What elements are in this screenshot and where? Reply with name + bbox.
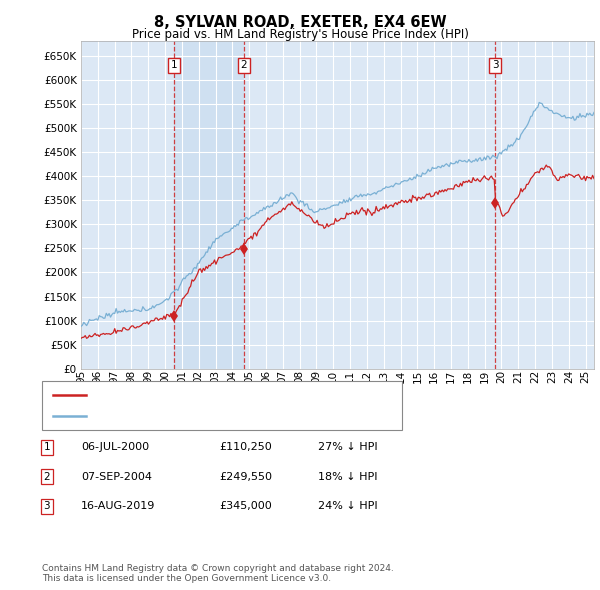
Text: 27% ↓ HPI: 27% ↓ HPI xyxy=(318,442,377,452)
Bar xyxy=(174,41,244,369)
Text: 24% ↓ HPI: 24% ↓ HPI xyxy=(318,502,377,511)
Text: 06-JUL-2000: 06-JUL-2000 xyxy=(81,442,149,452)
Text: 2: 2 xyxy=(43,472,50,481)
Text: 07-SEP-2004: 07-SEP-2004 xyxy=(81,472,152,481)
Text: 3: 3 xyxy=(492,60,499,70)
Text: £249,550: £249,550 xyxy=(219,472,272,481)
Text: 1: 1 xyxy=(43,442,50,452)
Text: 2: 2 xyxy=(241,60,247,70)
Text: £345,000: £345,000 xyxy=(219,502,272,511)
Text: £110,250: £110,250 xyxy=(219,442,272,452)
Text: 3: 3 xyxy=(43,502,50,511)
Text: Contains HM Land Registry data © Crown copyright and database right 2024.
This d: Contains HM Land Registry data © Crown c… xyxy=(42,563,394,583)
Text: 16-AUG-2019: 16-AUG-2019 xyxy=(81,502,155,511)
Text: HPI: Average price, detached house, Exeter: HPI: Average price, detached house, Exet… xyxy=(93,411,319,421)
Text: 1: 1 xyxy=(170,60,177,70)
Text: Price paid vs. HM Land Registry's House Price Index (HPI): Price paid vs. HM Land Registry's House … xyxy=(131,28,469,41)
Text: 8, SYLVAN ROAD, EXETER, EX4 6EW: 8, SYLVAN ROAD, EXETER, EX4 6EW xyxy=(154,15,446,30)
Text: 8, SYLVAN ROAD, EXETER, EX4 6EW (detached house): 8, SYLVAN ROAD, EXETER, EX4 6EW (detache… xyxy=(93,390,374,400)
Text: 18% ↓ HPI: 18% ↓ HPI xyxy=(318,472,377,481)
